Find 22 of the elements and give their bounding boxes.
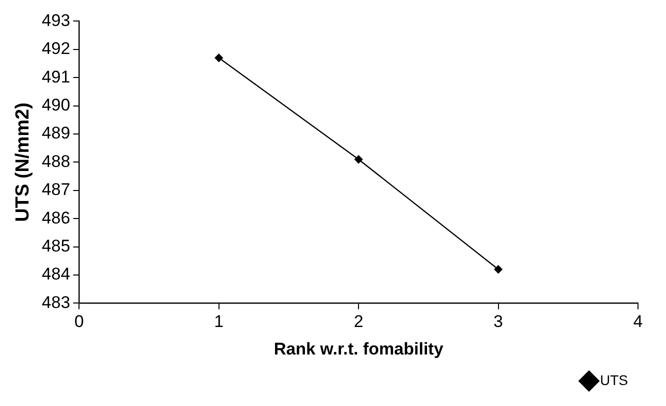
y-tick-label: 489 bbox=[42, 124, 70, 143]
x-tick-label: 2 bbox=[354, 312, 364, 332]
y-tick-label: 488 bbox=[42, 152, 70, 171]
y-tick-label: 493 bbox=[42, 10, 70, 30]
y-tick-label: 485 bbox=[42, 236, 70, 256]
point bbox=[214, 54, 223, 62]
y-tick-label: 490 bbox=[42, 95, 70, 114]
y-tick-label: 492 bbox=[42, 39, 70, 58]
point bbox=[494, 265, 502, 274]
y-tick-label: 487 bbox=[42, 180, 70, 200]
x-tick-label: 4 bbox=[633, 312, 643, 332]
y-tick-label: 483 bbox=[42, 292, 70, 312]
legend-label: UTS bbox=[600, 372, 628, 388]
x-tick-label: 3 bbox=[494, 312, 504, 332]
y-axis-title: UTS (N/mm2) bbox=[12, 102, 34, 222]
x-axis-title: Rank w.r.t. fomability bbox=[274, 339, 444, 358]
y-tick-label: 484 bbox=[42, 264, 70, 284]
point bbox=[354, 155, 363, 164]
y-tick-label: 491 bbox=[42, 67, 70, 86]
x-tick-label: 1 bbox=[214, 312, 224, 332]
x-tick-label: 0 bbox=[74, 312, 84, 332]
y-tick-label: 486 bbox=[42, 208, 70, 228]
